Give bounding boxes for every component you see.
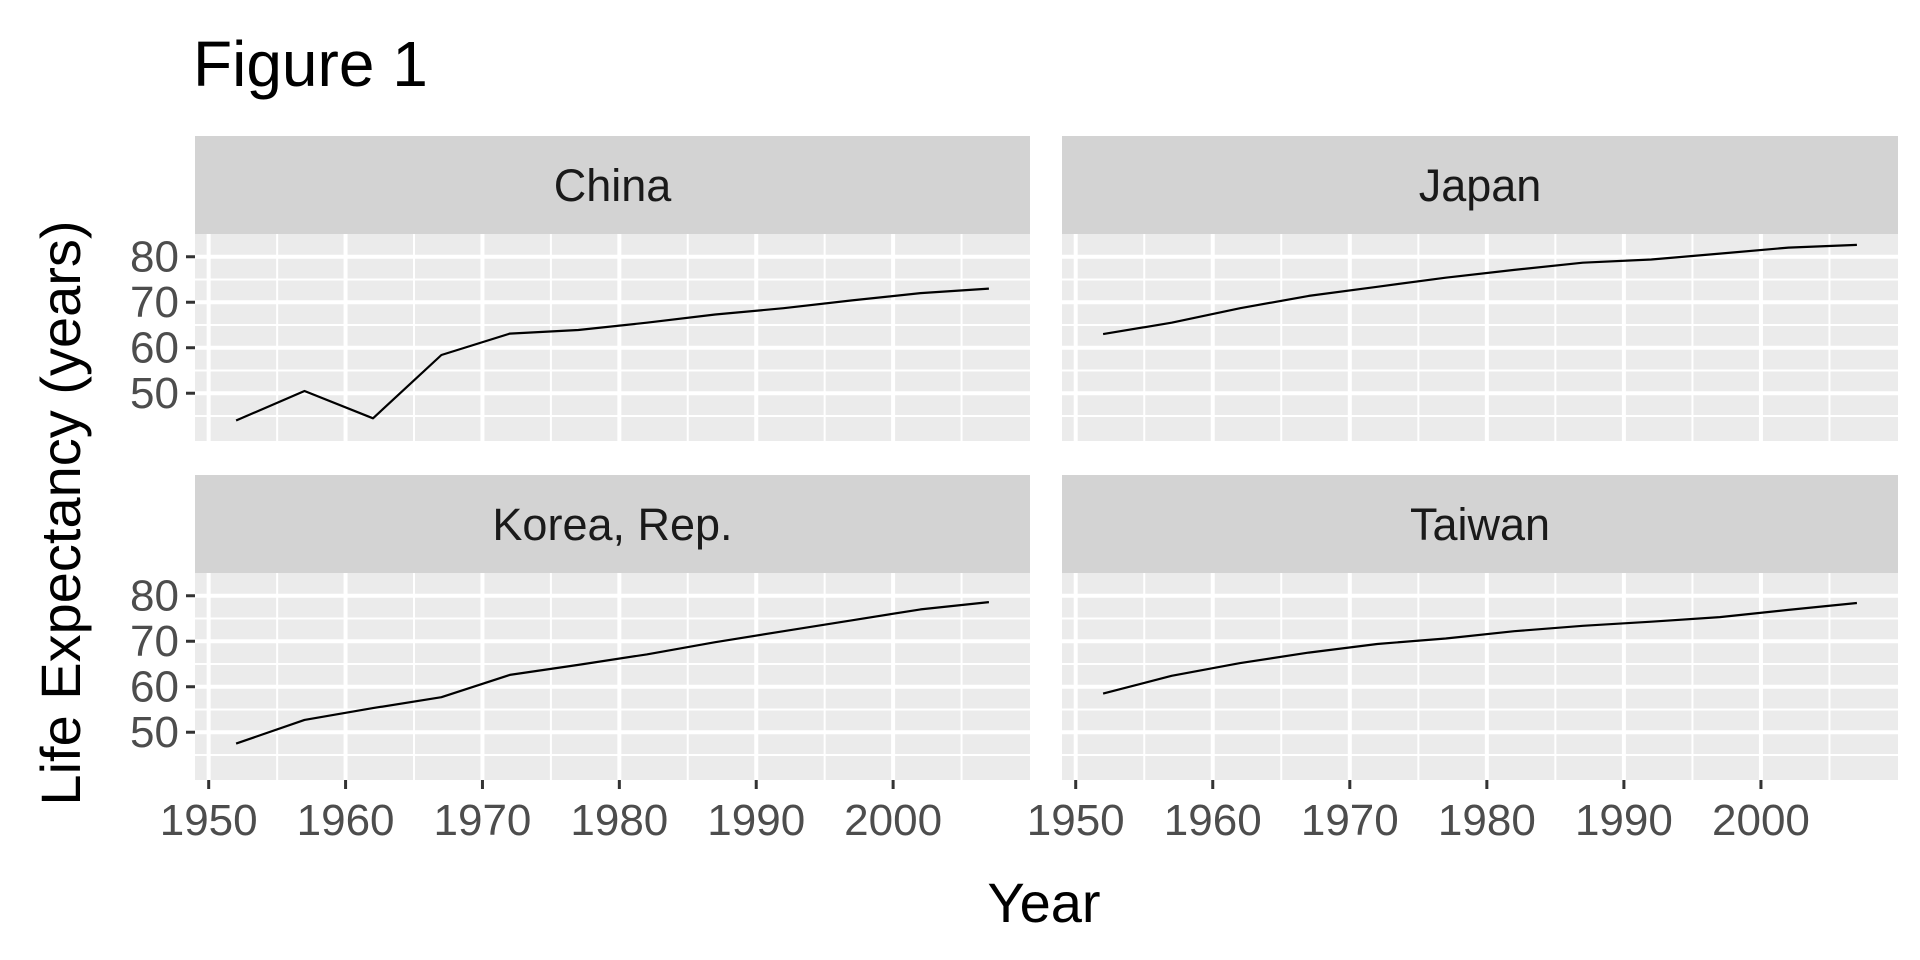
facet-strip <box>195 136 1030 234</box>
y-tick-label: 50 <box>130 369 179 418</box>
x-tick-label: 1970 <box>1301 796 1399 845</box>
x-tick-label: 1950 <box>1027 796 1125 845</box>
x-tick-label: 1950 <box>160 796 258 845</box>
y-tick-label: 80 <box>130 572 179 621</box>
series-line-china <box>235 287 989 422</box>
panel-background <box>1062 573 1898 780</box>
facet-japan: Japan <box>1062 136 1898 441</box>
x-tick-label: 1990 <box>707 796 805 845</box>
y-tick-label: 50 <box>130 708 179 757</box>
y-tick-label: 70 <box>130 278 179 327</box>
facet-strip <box>1062 475 1898 573</box>
x-axis-title: Year <box>987 871 1100 934</box>
facet-taiwan: Taiwan <box>1062 475 1898 780</box>
series-line-korea-rep <box>235 601 990 745</box>
facet-strip <box>1062 136 1898 234</box>
chart-title: Figure 1 <box>193 28 428 100</box>
y-axis-title: Life Expectancy (years) <box>29 220 92 805</box>
panel-background <box>1062 234 1898 441</box>
panel-background <box>195 234 1030 441</box>
x-tick-label: 1980 <box>1438 796 1536 845</box>
panel-background <box>195 573 1030 780</box>
x-axes: 1950 1960 1970 1980 1990 2000 1950 1960 1970 1980… <box>160 780 1810 845</box>
x-axis-right: 1950 1960 1970 1980 1990 2000 <box>1027 780 1810 845</box>
x-tick-label: 2000 <box>844 796 942 845</box>
series-line-japan <box>1102 243 1857 336</box>
facet-strip-label: Korea, Rep. <box>492 499 732 550</box>
x-tick-label: 1970 <box>434 796 532 845</box>
series-line-taiwan <box>1102 601 1858 695</box>
facet-strip-label: Japan <box>1419 160 1542 211</box>
x-axis-left: 1950 1960 1970 1980 1990 2000 <box>160 780 942 845</box>
x-tick-label: 1960 <box>1164 796 1262 845</box>
y-tick-label: 80 <box>130 233 179 282</box>
y-tick-label: 60 <box>130 324 179 373</box>
x-tick-label: 1960 <box>297 796 395 845</box>
facet-strip <box>195 475 1030 573</box>
x-tick-label: 1990 <box>1575 796 1673 845</box>
x-tick-label: 2000 <box>1712 796 1810 845</box>
facet-strip-label: China <box>554 160 673 211</box>
facet-strip-label: Taiwan <box>1410 499 1550 550</box>
x-tick-label: 1980 <box>570 796 668 845</box>
y-tick-label: 60 <box>130 663 179 712</box>
y-tick-label: 70 <box>130 617 179 666</box>
